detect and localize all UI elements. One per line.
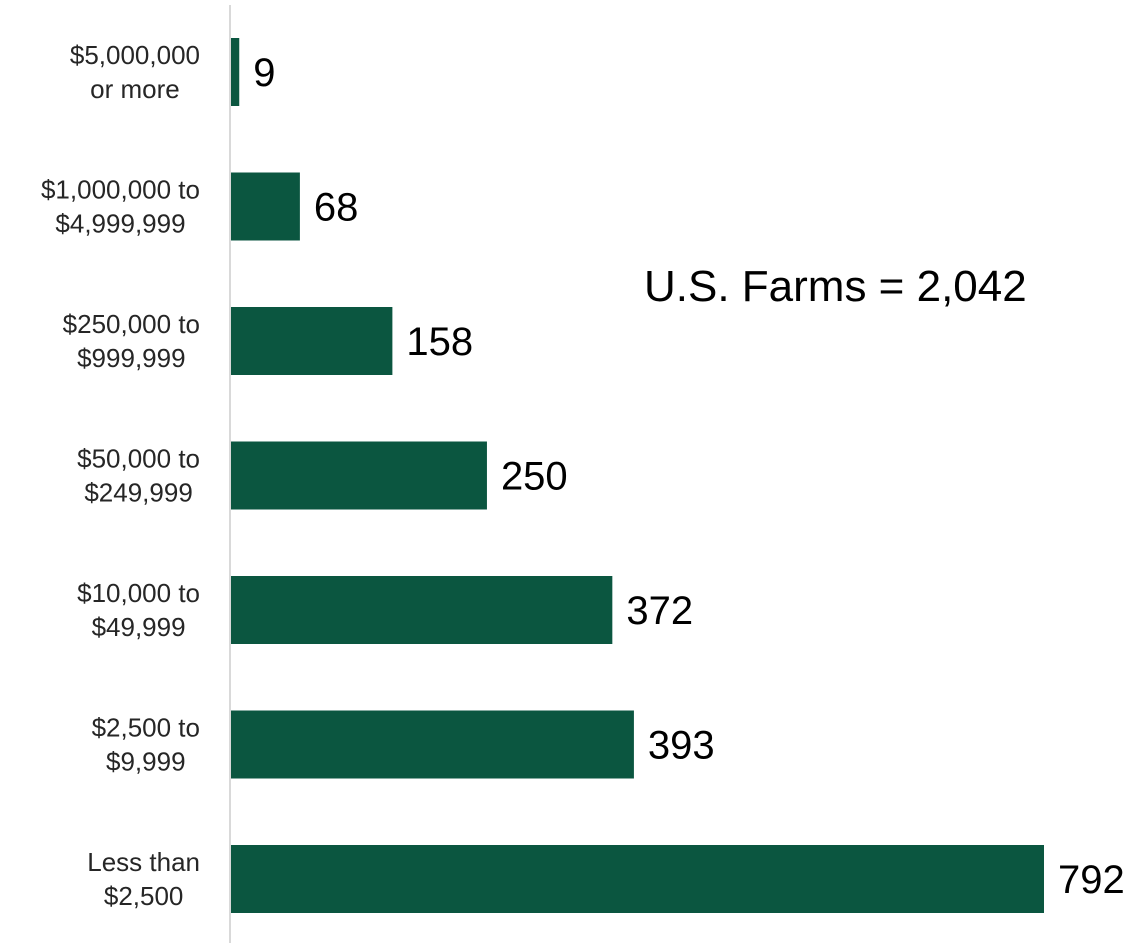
category-label-0: $5,000,000 or more bbox=[70, 40, 200, 104]
category-label-5: $2,500 to $9,999 bbox=[92, 713, 200, 777]
category-label-line: $249,999 bbox=[84, 478, 192, 508]
bar-4 bbox=[231, 576, 613, 644]
bar-6 bbox=[231, 845, 1044, 913]
value-label-2: 158 bbox=[406, 320, 473, 364]
value-label-5: 393 bbox=[648, 724, 715, 768]
value-label-6: 792 bbox=[1058, 858, 1125, 902]
value-label-4: 372 bbox=[626, 589, 693, 633]
category-label-line: $2,500 to bbox=[92, 713, 200, 743]
category-label-line: Less than bbox=[87, 847, 200, 877]
bar-5 bbox=[231, 710, 634, 779]
category-label-line: $9,999 bbox=[106, 747, 186, 777]
value-label-0: 9 bbox=[253, 51, 275, 95]
category-label-line: $5,000,000 bbox=[70, 40, 200, 70]
category-label-line: or more bbox=[90, 74, 180, 104]
category-label-2: $250,000 to $999,999 bbox=[63, 309, 200, 373]
category-label-line: $999,999 bbox=[77, 343, 185, 373]
category-label-line: $2,500 bbox=[104, 881, 184, 911]
category-labels-layer: $5,000,000 or more $1,000,000 to $4,999,999… bbox=[41, 40, 200, 911]
value-label-3: 250 bbox=[501, 455, 568, 499]
category-label-line: $250,000 to bbox=[63, 309, 200, 339]
bar-2 bbox=[231, 307, 393, 375]
bar-1 bbox=[231, 172, 300, 241]
bars-layer bbox=[231, 38, 1044, 913]
category-label-4: $10,000 to $49,999 bbox=[77, 578, 200, 642]
category-label-line: $1,000,000 to bbox=[41, 175, 200, 205]
category-label-line: $50,000 to bbox=[77, 444, 200, 474]
category-label-line: $49,999 bbox=[92, 612, 186, 642]
value-labels-layer: 9 68 158 250 372 393 792 bbox=[253, 51, 1125, 902]
total-annotation: U.S. Farms = 2,042 bbox=[644, 262, 1027, 311]
category-label-line: $4,999,999 bbox=[55, 209, 185, 239]
value-label-1: 68 bbox=[314, 186, 359, 230]
category-label-line: $10,000 to bbox=[77, 578, 200, 608]
category-label-3: $50,000 to $249,999 bbox=[77, 444, 200, 508]
bar-3 bbox=[231, 441, 487, 510]
bar-0 bbox=[231, 38, 240, 106]
category-label-6: Less than $2,500 bbox=[87, 847, 200, 911]
category-label-1: $1,000,000 to $4,999,999 bbox=[41, 175, 200, 239]
